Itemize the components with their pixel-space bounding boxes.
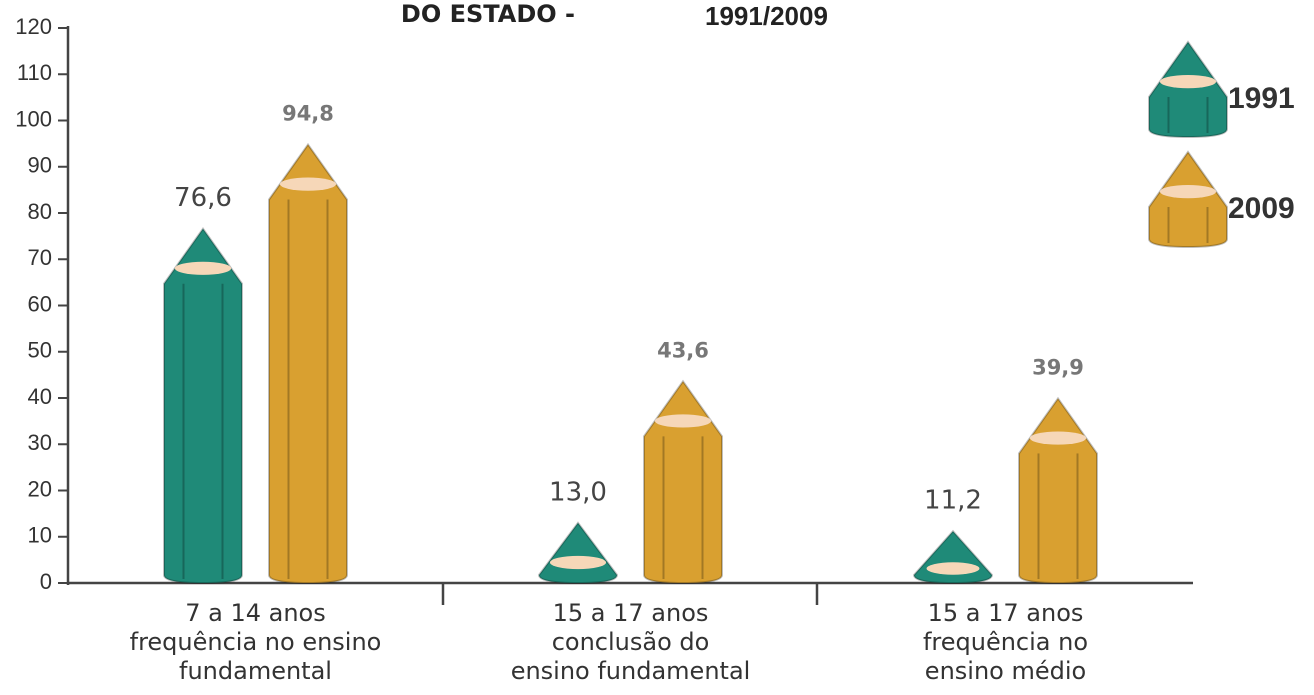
value-label: 13,0 xyxy=(549,477,607,507)
chart-subtitle: 1991/2009 xyxy=(705,1,828,31)
value-label: 94,8 xyxy=(282,102,334,126)
x-tick-label: ensino fundamental xyxy=(511,657,751,685)
pencil xyxy=(1019,398,1097,583)
x-tick-label: frequência no ensino xyxy=(130,628,382,656)
chart-title: DO ESTADO - xyxy=(401,0,575,28)
value-label: 39,9 xyxy=(1032,355,1084,379)
x-tick-label: ensino médio xyxy=(925,657,1086,685)
legend-label: 2009 xyxy=(1228,192,1295,225)
pencil-legend xyxy=(1149,42,1227,137)
y-tick-label: 100 xyxy=(15,106,52,131)
chart: DO ESTADO - 1991/2009 0 10 20 30 40 50 60 70 80 9… xyxy=(0,0,1314,695)
x-tick-label: 15 a 17 anos xyxy=(553,599,709,627)
y-tick-label: 30 xyxy=(28,430,52,455)
pencil xyxy=(539,523,617,583)
pencil-wood xyxy=(1160,75,1216,88)
x-tick-label: conclusão do xyxy=(552,628,710,656)
pencil-wood xyxy=(1160,185,1216,198)
x-tick-label: fundamental xyxy=(179,657,332,685)
pencil-wood xyxy=(1030,431,1086,444)
y-tick-label: 20 xyxy=(28,476,52,501)
value-label: 11,2 xyxy=(924,486,982,516)
value-label: 43,6 xyxy=(657,338,709,362)
pencil-wood xyxy=(550,556,606,569)
pencil xyxy=(914,531,992,583)
y-tick-label: 120 xyxy=(15,14,52,39)
pencil-wood xyxy=(175,262,231,275)
x-tick-label: 7 a 14 anos xyxy=(185,599,326,627)
y-tick-label: 10 xyxy=(28,523,52,548)
x-tick-label: frequência no xyxy=(923,628,1088,656)
pencil-wood xyxy=(655,414,711,427)
pencil xyxy=(644,381,722,583)
y-tick-label: 90 xyxy=(28,153,52,178)
pencil xyxy=(164,229,242,583)
y-tick-label: 60 xyxy=(28,291,52,316)
pencil-wood xyxy=(927,562,980,574)
y-tick-label: 50 xyxy=(28,338,52,363)
y-tick-label: 80 xyxy=(28,199,52,224)
y-tick-label: 40 xyxy=(28,384,52,409)
value-label: 76,6 xyxy=(174,183,232,213)
pencil xyxy=(269,145,347,583)
pencil-legend xyxy=(1149,152,1227,247)
pencil-wood xyxy=(280,178,336,191)
y-tick-label: 70 xyxy=(28,245,52,270)
y-tick-label: 0 xyxy=(40,569,52,594)
y-tick-label: 110 xyxy=(17,60,52,85)
legend-label: 1991 xyxy=(1228,82,1295,115)
x-tick-label: 15 a 17 anos xyxy=(928,599,1084,627)
